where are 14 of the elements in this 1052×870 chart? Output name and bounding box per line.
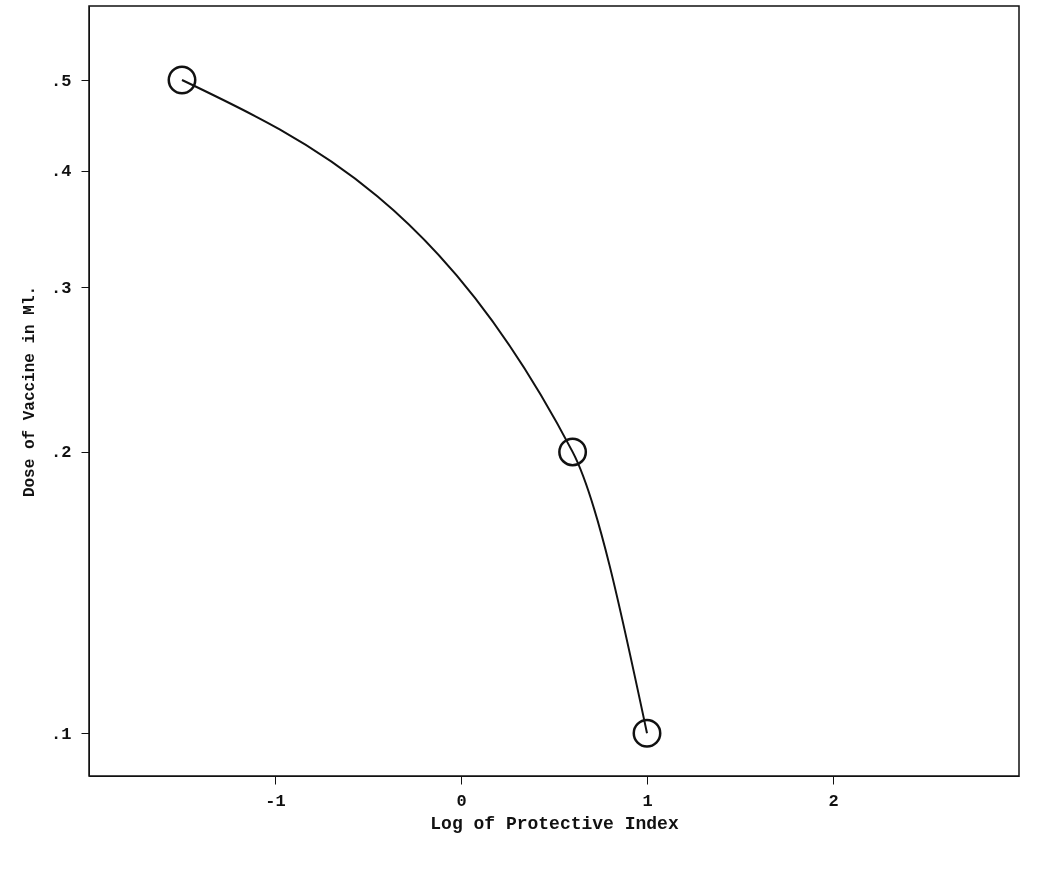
y-tick-label: .3 xyxy=(51,278,72,298)
point xyxy=(558,437,588,467)
x-tick-label: 1 xyxy=(642,791,653,811)
y-axis-title: Dose of Vaccine in Ml. xyxy=(21,285,40,498)
point xyxy=(632,718,662,748)
x-tick-label: 2 xyxy=(828,791,839,811)
x-tick-label: -1 xyxy=(265,791,286,811)
x-tick-label: 0 xyxy=(456,791,467,811)
point xyxy=(167,65,197,95)
y-tick-label: .5 xyxy=(51,71,72,91)
y-tick-label: .4 xyxy=(51,162,72,182)
x-axis-title: Log of Protective Index xyxy=(430,813,679,834)
y-tick-label: .1 xyxy=(51,724,72,744)
y-tick-label: .2 xyxy=(51,443,72,463)
